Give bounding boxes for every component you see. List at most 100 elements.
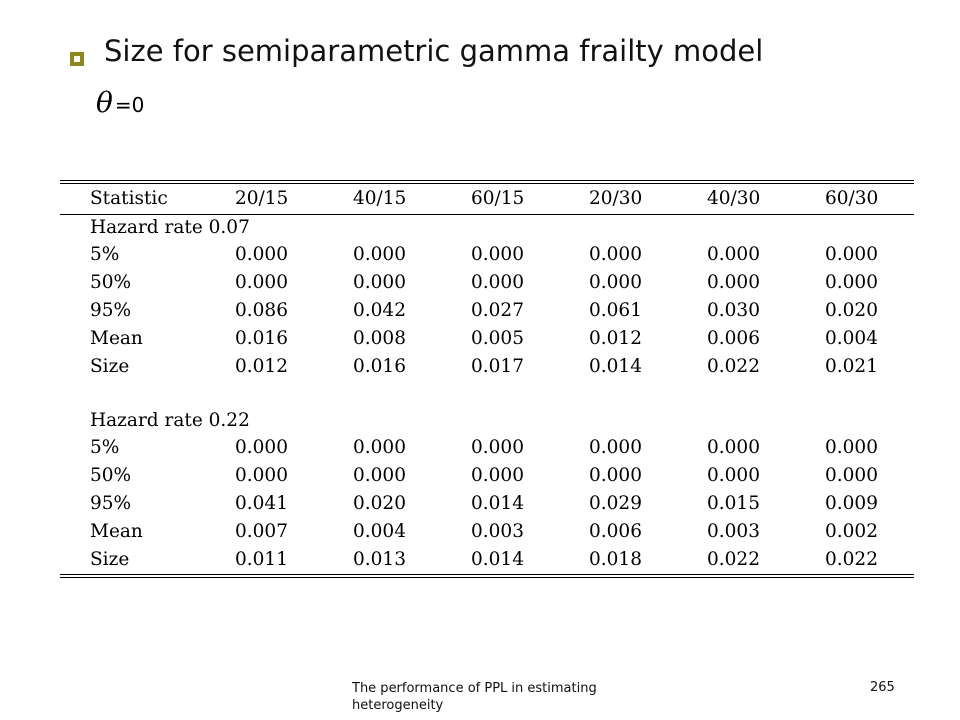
- theta-condition: θ =0: [96, 86, 144, 119]
- group-spacer: [60, 381, 914, 408]
- table-cell: 0.000: [589, 437, 642, 458]
- table-cell: 0.000: [471, 437, 524, 458]
- table-cell: 0.086: [235, 300, 288, 321]
- column-header: 40/30: [707, 188, 761, 209]
- table-row: 5% 0.000 0.000 0.000 0.000 0.000 0.000: [60, 434, 914, 462]
- table-row: 50% 0.000 0.000 0.000 0.000 0.000 0.000: [60, 462, 914, 490]
- column-header: 20/30: [589, 188, 643, 209]
- stat-label: Size: [90, 549, 130, 570]
- table-cell: 0.000: [471, 465, 524, 486]
- table-cell: 0.000: [235, 465, 288, 486]
- table-cell: 0.000: [825, 272, 878, 293]
- table-cell: 0.042: [353, 300, 406, 321]
- table-cell: 0.007: [235, 521, 288, 542]
- column-header: 40/15: [353, 188, 407, 209]
- table-cell: 0.016: [235, 328, 288, 349]
- table-cell: 0.017: [471, 356, 524, 377]
- table-cell: 0.000: [707, 437, 760, 458]
- table-row: 50% 0.000 0.000 0.000 0.000 0.000 0.000: [60, 269, 914, 297]
- table-cell: 0.029: [589, 493, 642, 514]
- column-header: 20/15: [235, 188, 289, 209]
- table-cell: 0.014: [471, 493, 524, 514]
- stat-label: Size: [90, 356, 130, 377]
- table-cell: 0.018: [589, 549, 642, 570]
- table-cell: 0.005: [471, 328, 524, 349]
- table-cell: 0.012: [235, 356, 288, 377]
- table-cell: 0.000: [825, 244, 878, 265]
- table-cell: 0.011: [235, 549, 288, 570]
- stat-label: 95%: [90, 300, 132, 321]
- table-row: Mean 0.016 0.008 0.005 0.012 0.006 0.004: [60, 325, 914, 353]
- column-header: 60/30: [825, 188, 879, 209]
- table-cell: 0.000: [825, 465, 878, 486]
- table-cell: 0.022: [825, 549, 878, 570]
- table-cell: 0.000: [235, 272, 288, 293]
- stat-label: Mean: [90, 521, 143, 542]
- table-cell: 0.003: [707, 521, 760, 542]
- table-cell: 0.041: [235, 493, 288, 514]
- table-row: 95% 0.086 0.042 0.027 0.061 0.030 0.020: [60, 297, 914, 325]
- bottom-rule: [60, 574, 914, 578]
- table-row: 5% 0.000 0.000 0.000 0.000 0.000 0.000: [60, 241, 914, 269]
- stat-label: 5%: [90, 437, 120, 458]
- table-cell: 0.002: [825, 521, 878, 542]
- table-cell: 0.020: [353, 493, 406, 514]
- table-cell: 0.027: [471, 300, 524, 321]
- table-cell: 0.022: [707, 356, 760, 377]
- table-cell: 0.061: [589, 300, 642, 321]
- table-row: Mean 0.007 0.004 0.003 0.006 0.003 0.002: [60, 518, 914, 546]
- table-cell: 0.000: [353, 465, 406, 486]
- table-cell: 0.000: [707, 465, 760, 486]
- stat-label: 95%: [90, 493, 132, 514]
- theta-symbol: θ: [96, 86, 113, 119]
- table-cell: 0.012: [589, 328, 642, 349]
- table-cell: 0.009: [825, 493, 878, 514]
- table-cell: 0.000: [707, 272, 760, 293]
- footer-text: The performance of PPL in estimating het…: [352, 681, 597, 713]
- table-cell: 0.013: [353, 549, 406, 570]
- slide-title: Size for semiparametric gamma frailty mo…: [104, 34, 764, 68]
- header-rule: [60, 214, 914, 215]
- table-cell: 0.000: [471, 272, 524, 293]
- table-cell: 0.004: [353, 521, 406, 542]
- table-cell: 0.000: [353, 272, 406, 293]
- results-table: Statistic 20/15 40/15 60/15 20/30 40/30 …: [60, 180, 914, 578]
- group-label: Hazard rate 0.22: [90, 410, 250, 431]
- group-label-row: Hazard rate 0.07: [60, 215, 914, 241]
- table-cell: 0.016: [353, 356, 406, 377]
- table-cell: 0.000: [353, 437, 406, 458]
- table-row: Size 0.011 0.013 0.014 0.018 0.022 0.022: [60, 546, 914, 574]
- table-cell: 0.006: [589, 521, 642, 542]
- table-cell: 0.000: [235, 244, 288, 265]
- table-cell: 0.022: [707, 549, 760, 570]
- table-cell: 0.000: [235, 437, 288, 458]
- table-cell: 0.015: [707, 493, 760, 514]
- theta-value: =0: [114, 93, 145, 117]
- table-header-row: Statistic 20/15 40/15 60/15 20/30 40/30 …: [60, 184, 914, 214]
- table-cell: 0.004: [825, 328, 878, 349]
- stat-label: Mean: [90, 328, 143, 349]
- column-header: 60/15: [471, 188, 525, 209]
- table-cell: 0.000: [707, 244, 760, 265]
- table-cell: 0.000: [589, 272, 642, 293]
- bullet-icon: [70, 52, 84, 66]
- stat-label: 5%: [90, 244, 120, 265]
- table-cell: 0.000: [589, 465, 642, 486]
- table-cell: 0.003: [471, 521, 524, 542]
- stat-label: 50%: [90, 272, 132, 293]
- table-cell: 0.000: [353, 244, 406, 265]
- table-cell: 0.000: [825, 437, 878, 458]
- table-cell: 0.008: [353, 328, 406, 349]
- group-label: Hazard rate 0.07: [90, 217, 250, 238]
- table-row: 95% 0.041 0.020 0.014 0.029 0.015 0.009: [60, 490, 914, 518]
- table-cell: 0.014: [589, 356, 642, 377]
- page-number: 265: [870, 680, 895, 695]
- table-cell: 0.021: [825, 356, 878, 377]
- group-label-row: Hazard rate 0.22: [60, 408, 914, 434]
- table-cell: 0.030: [707, 300, 760, 321]
- table-cell: 0.000: [589, 244, 642, 265]
- table-cell: 0.006: [707, 328, 760, 349]
- stat-label: 50%: [90, 465, 132, 486]
- table-cell: 0.020: [825, 300, 878, 321]
- table-row: Size 0.012 0.016 0.017 0.014 0.022 0.021: [60, 353, 914, 381]
